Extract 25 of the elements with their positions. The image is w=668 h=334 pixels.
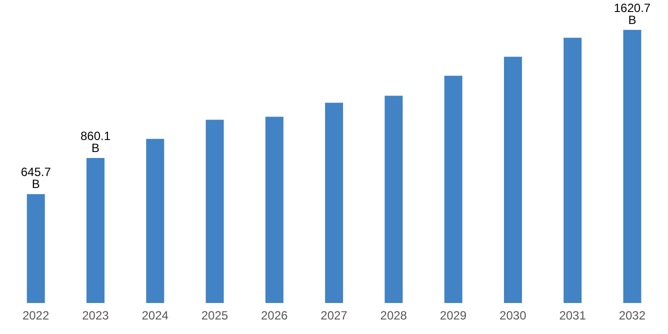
x-tick-label: 2025 [201,308,228,323]
x-tick-label: 2027 [320,308,348,323]
x-tick-label: 2028 [380,308,408,323]
x-tick-label: 2030 [500,308,527,323]
bar [444,76,462,303]
bar [504,56,522,303]
bar [26,194,45,303]
x-tick-label: 2026 [261,308,288,323]
x-tick-label: 2029 [440,308,467,323]
data-label: 860.1 B [80,129,111,156]
data-label: 645.7 B [20,165,52,192]
bar [146,138,164,303]
x-tick-label: 2023 [82,308,110,323]
data-label: 1620.7 B [614,0,651,27]
bar [325,102,344,303]
bar [384,96,403,303]
x-tick-label: 2022 [22,308,50,323]
bar [86,158,105,303]
x-tick-label: 2032 [618,308,646,323]
x-tick-label: 2024 [142,308,169,323]
bar [206,120,224,303]
bar [265,116,284,303]
bar [623,30,642,303]
x-tick-label: 2031 [559,308,586,323]
bar [564,38,582,303]
